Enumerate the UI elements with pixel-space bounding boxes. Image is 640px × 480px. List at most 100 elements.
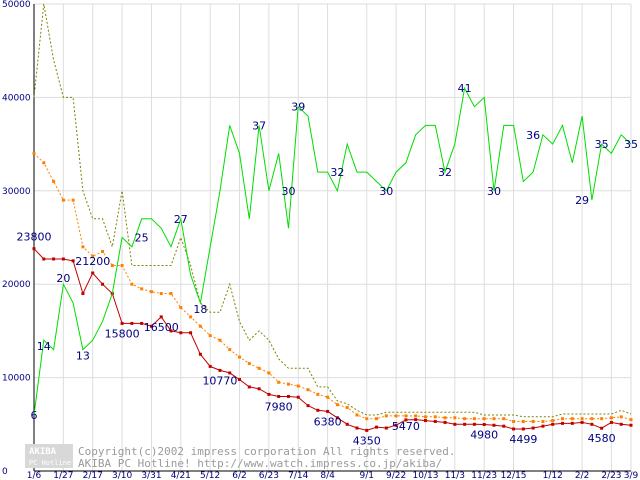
- data-point-min-price: [502, 424, 506, 428]
- data-point-min-price: [326, 409, 330, 413]
- data-point-average-price: [580, 417, 584, 421]
- data-point-average-price: [238, 355, 242, 359]
- data-point-min-price: [443, 420, 447, 424]
- data-point-average-price: [101, 250, 105, 254]
- data-label: 30: [379, 185, 393, 198]
- series-line-min-price: [33, 248, 632, 431]
- data-point-min-price: [394, 423, 398, 427]
- data-point-min-price: [570, 421, 574, 425]
- x-tick-label: 4/21: [171, 471, 191, 480]
- y-tick-label: 30000: [2, 187, 31, 197]
- data-point-min-price: [609, 420, 613, 424]
- data-point-average-price: [512, 419, 516, 423]
- data-point-min-price: [149, 324, 153, 328]
- x-tick-label: 2/17: [83, 471, 103, 480]
- data-point-min-price: [179, 331, 183, 335]
- x-tick-label: 3/10: [112, 471, 132, 480]
- data-point-min-price: [130, 321, 134, 325]
- watermark-logo-background: [25, 444, 73, 468]
- data-point-min-price: [218, 368, 222, 372]
- data-point-average-price: [267, 371, 271, 375]
- x-tick-label: 6/2: [232, 471, 246, 480]
- data-point-min-price: [345, 422, 349, 426]
- data-point-min-price: [433, 419, 437, 423]
- data-point-min-price: [91, 271, 95, 275]
- series-shop-count: [33, 86, 632, 416]
- data-point-min-price: [375, 425, 379, 429]
- x-axis-tick-labels: 1/6 1/27 2/17 3/10 3/31 4/21 5/12 6/2 6/23 7/14 8/…: [27, 471, 639, 480]
- data-point-average-price: [228, 348, 232, 352]
- data-point-average-price: [570, 417, 574, 421]
- data-label: 35: [595, 138, 609, 151]
- data-point-average-price: [560, 417, 564, 421]
- data-point-min-price: [81, 292, 85, 296]
- series-average-price: [32, 151, 633, 423]
- watermark-logo-line2: PC Hotline!: [29, 459, 75, 467]
- data-point-min-price: [101, 282, 105, 286]
- data-label: 25: [135, 232, 149, 245]
- data-point-min-price: [169, 329, 173, 333]
- data-label: 18: [193, 303, 207, 316]
- x-tick-label: 9/1: [360, 471, 374, 480]
- data-point-average-price: [375, 417, 379, 421]
- data-point-average-price: [32, 151, 36, 155]
- data-point-average-price: [384, 414, 388, 418]
- data-point-min-price: [463, 422, 467, 426]
- data-point-average-price: [81, 245, 85, 249]
- data-label: 15800: [105, 327, 140, 340]
- chart-grid: [33, 3, 632, 472]
- watermark-url: AKIBA PC Hotline! http://www.watch.impre…: [78, 457, 442, 470]
- data-point-average-price: [404, 414, 408, 418]
- data-point-min-price: [453, 422, 457, 426]
- x-tick-label: 1/27: [53, 471, 73, 480]
- data-point-average-price: [198, 324, 202, 328]
- data-point-average-price: [257, 366, 261, 370]
- watermark-copyright: Copyright(c)2002 impress corporation All…: [78, 445, 456, 458]
- data-point-average-price: [335, 403, 339, 407]
- data-point-average-price: [286, 382, 290, 386]
- data-label: 5470: [392, 420, 420, 433]
- y-tick-label: 40000: [2, 93, 31, 103]
- data-point-min-price: [580, 420, 584, 424]
- x-tick-label: 3/31: [141, 471, 161, 480]
- x-tick-label: 5/12: [200, 471, 220, 480]
- data-point-min-price: [365, 428, 369, 432]
- data-point-min-price: [423, 419, 427, 423]
- data-point-min-price: [306, 404, 310, 408]
- data-point-average-price: [130, 282, 134, 286]
- data-point-min-price: [238, 377, 242, 381]
- data-label: 37: [252, 119, 266, 132]
- data-label: 35: [624, 138, 638, 151]
- data-point-min-price: [208, 364, 212, 368]
- data-point-min-price: [42, 257, 46, 261]
- x-tick-label: 2/23: [601, 471, 621, 480]
- data-label: 32: [438, 166, 452, 179]
- series-line-average-price: [33, 153, 632, 422]
- x-tick-label: 10/13: [413, 471, 439, 480]
- data-point-average-price: [218, 338, 222, 342]
- data-point-average-price: [502, 417, 506, 421]
- y-axis-tick-labels: 0 10000 20000 30000 40000 50000: [2, 0, 31, 477]
- data-point-average-price: [247, 362, 251, 366]
- data-point-average-price: [52, 179, 56, 183]
- data-point-min-price: [404, 418, 408, 422]
- data-point-average-price: [149, 290, 153, 294]
- data-label: 20: [56, 272, 70, 285]
- x-tick-label: 2/2: [575, 471, 589, 480]
- data-point-min-price: [482, 422, 486, 426]
- data-point-min-price: [159, 315, 163, 319]
- data-point-min-price: [247, 385, 251, 389]
- x-tick-label: 11/3: [445, 471, 465, 480]
- data-point-average-price: [120, 264, 124, 268]
- data-point-min-price: [590, 422, 594, 426]
- data-point-average-price: [71, 198, 75, 202]
- y-tick-label: 0: [2, 467, 8, 477]
- data-point-average-price: [629, 418, 633, 422]
- data-point-average-price: [355, 413, 359, 417]
- data-point-average-price: [463, 417, 467, 421]
- x-tick-label: 9/22: [386, 471, 406, 480]
- data-label: 32: [330, 166, 344, 179]
- data-point-average-price: [394, 414, 398, 418]
- chart-axes: [33, 4, 631, 472]
